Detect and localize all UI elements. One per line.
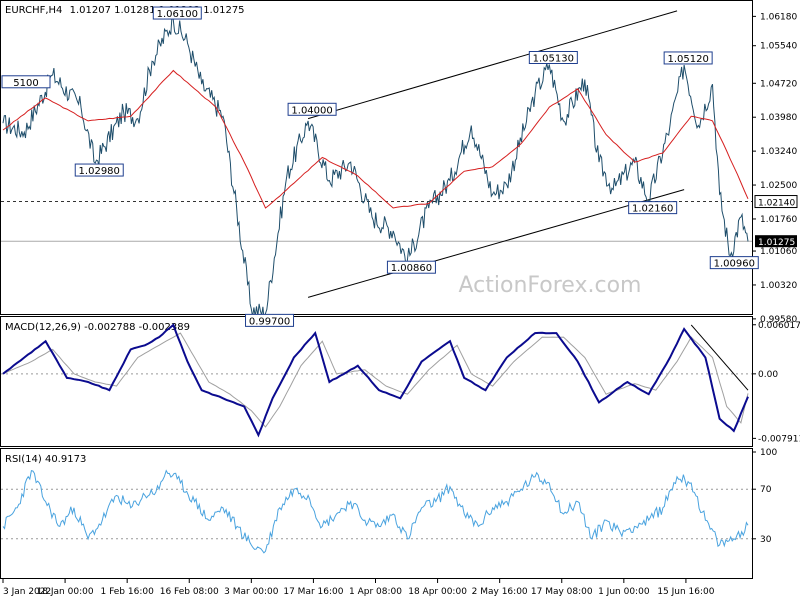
x-tick-label: 3 Mar 00:00 <box>224 587 279 597</box>
price-y-tick-label: 1.01760 <box>760 215 797 225</box>
macd-y-tick-label: -0.007911 <box>758 434 800 444</box>
price-annotation-box <box>74 163 124 177</box>
price-series-line <box>2 15 749 321</box>
price-y-tick-label: 1.03240 <box>760 147 797 157</box>
price-y-tick-label: 1.05540 <box>760 42 797 52</box>
symbol-label: EURCHF,H4 <box>5 5 62 16</box>
price-series-group: 5100 1.02980 1.06100 0.99700 1.04000 1.00860 1… <box>1 6 759 327</box>
x-tick-label: 18 Jan 00:00 <box>37 587 94 597</box>
rsi-y-tick-label: 70 <box>760 485 772 495</box>
price-annotation-label: 1.05120 <box>667 54 708 65</box>
price-y-tick-label: 1.01060 <box>760 247 797 257</box>
price-annotation-box <box>628 201 678 215</box>
watermark: ActionForex.com <box>459 273 642 298</box>
price-annotation-label: 0.99700 <box>249 316 290 327</box>
channel-lower-line <box>307 189 685 298</box>
price-annotation-box <box>663 51 713 65</box>
x-tick-label: 17 Mar 16:00 <box>283 587 343 597</box>
current-price-marker <box>755 235 797 248</box>
x-tick-label: 2 May 16:00 <box>472 587 528 597</box>
x-tick-label: 15 Jun 16:00 <box>657 587 714 597</box>
x-tick-label: 3 Jan 2022 <box>3 587 51 597</box>
x-tick-label: 1 Apr 08:00 <box>349 587 402 597</box>
price-annotation-box <box>528 51 578 64</box>
price-annotation-label: 5100 <box>13 78 38 89</box>
price-annotation-label: 1.00860 <box>391 263 432 274</box>
channel-upper-line <box>307 10 678 120</box>
x-tick-label: 1 Feb 16:00 <box>101 587 155 597</box>
rsi-y-tick-label: 30 <box>760 535 772 545</box>
price-annotation-box <box>287 102 337 116</box>
price-annotation-label: 1.02980 <box>79 166 120 177</box>
rsi-panel-title: RSI(14) 40.9173 <box>5 454 86 465</box>
price-y-tick-label: 1.03980 <box>760 113 797 123</box>
rsi-line <box>2 469 749 554</box>
current-price-marker-label: 1.01275 <box>758 238 795 248</box>
price-annotation-label: 1.00960 <box>714 259 755 270</box>
x-tick-label: 17 May 08:00 <box>531 587 593 597</box>
moving-average-line <box>2 69 749 209</box>
macd-y-tick-label: 0.00 <box>758 370 778 380</box>
macd-panel-title: MACD(12,26,9) -0.002788 -0.002389 <box>5 322 190 333</box>
macd-y-tick-label: 0.006017 <box>758 321 800 331</box>
ref-price-marker <box>754 195 798 209</box>
price-annotation-box <box>386 260 436 274</box>
rsi-series-group <box>1 469 752 554</box>
price-annotation-label: 1.06100 <box>157 9 198 20</box>
price-y-tick-label: 1.00320 <box>760 281 797 291</box>
rsi-panel-frame <box>0 448 753 579</box>
price-y-tick-label: 1.04720 <box>760 79 797 89</box>
price-y-tick-label: 1.06180 <box>760 12 797 22</box>
macd-panel-frame <box>0 316 753 447</box>
x-tick-label: 18 Apr 00:00 <box>408 587 467 597</box>
ref-price-marker-label: 1.02140 <box>758 199 795 209</box>
macd-signal-line <box>2 332 749 428</box>
price-annotation-box <box>1 75 51 89</box>
price-annotation-box <box>709 256 759 270</box>
price-panel-title: EURCHF,H4 1.01207 1.01281 1.01203 1.0127… <box>5 5 245 16</box>
macd-trendline <box>690 324 749 391</box>
price-annotation-box <box>245 313 295 327</box>
macd-series-group <box>1 323 752 438</box>
x-tick-label: 1 Jun 00:00 <box>598 587 650 597</box>
price-annotation-box <box>152 6 202 20</box>
price-panel-frame <box>0 0 753 315</box>
price-y-tick-label: 1.02500 <box>760 181 797 191</box>
rsi-y-tick-label: 100 <box>760 448 777 458</box>
macd-line <box>2 323 749 438</box>
x-tick-label: 16 Feb 08:00 <box>160 587 219 597</box>
price-y-tick-label: 0.99580 <box>760 315 797 325</box>
price-annotation-label: 1.05130 <box>533 54 574 65</box>
price-annotation-label: 1.04000 <box>291 105 332 116</box>
axis-labels-group: 1.06180 1.05540 1.04720 1.03980 1.03240 1.025… <box>2 12 800 597</box>
price-annotation-label: 1.02160 <box>632 204 673 215</box>
